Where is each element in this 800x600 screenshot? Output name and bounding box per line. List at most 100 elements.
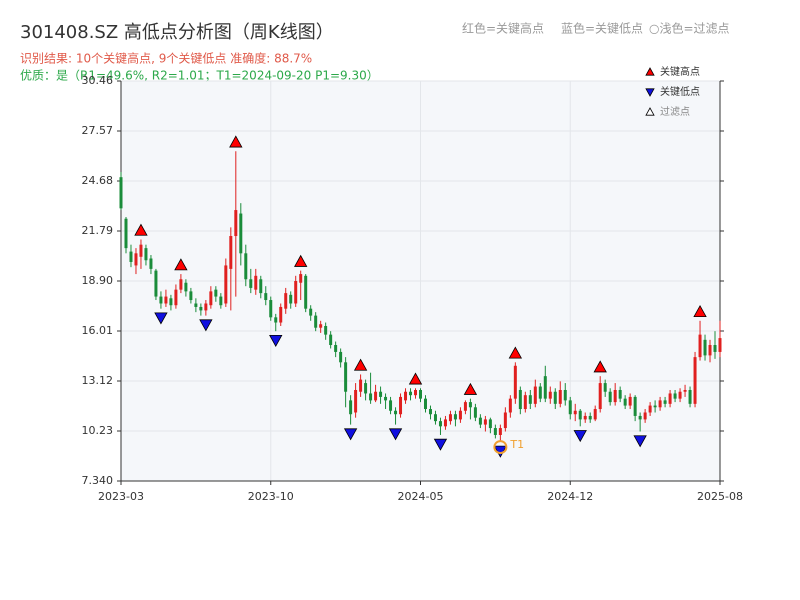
candle-body [239, 213, 243, 254]
candle-body [349, 400, 353, 415]
candle-body [369, 393, 373, 401]
candle-body [643, 412, 647, 420]
candle-body [254, 275, 258, 290]
candle-body [598, 383, 602, 410]
candle-body [488, 419, 492, 429]
candle-body [134, 253, 138, 266]
candle-body [149, 258, 153, 269]
candle-body [224, 265, 228, 304]
key-point [633, 435, 647, 448]
candle-body [683, 389, 687, 392]
candle-body [284, 293, 288, 309]
key-point [229, 135, 243, 148]
key-point [174, 258, 188, 271]
candle-body [543, 376, 547, 399]
candle-body [473, 407, 477, 418]
candle-body [199, 306, 203, 311]
x-tick-label: 2023-03 [98, 490, 144, 503]
key-point [294, 254, 308, 267]
candle-body [493, 428, 497, 435]
legend-note: 蓝色=关键低点 [561, 22, 643, 36]
candle-body [159, 296, 163, 304]
candle-body [698, 334, 702, 358]
y-tick-label: 24.68 [82, 174, 114, 187]
candle-body [214, 289, 218, 297]
candle-body [688, 389, 692, 404]
candle-body [219, 296, 223, 306]
candle-body [523, 395, 527, 410]
candle-body [419, 389, 422, 399]
candle-body [648, 405, 652, 413]
candle-body [718, 338, 722, 352]
candle-body [703, 339, 707, 356]
key-point [353, 358, 368, 371]
candle-body [359, 379, 363, 392]
x-tick-label: 2024-05 [398, 490, 444, 503]
legend-note: 红色=关键高点 [462, 21, 544, 36]
candle-body [583, 415, 587, 420]
chart-title: 301408.SZ 高低点分析图（周K线图） [20, 22, 334, 43]
candle-body [628, 396, 632, 406]
subtitle: 优质：是（R1=49.6%, R2=1.01；T1=2024-09-20 P1=… [20, 69, 379, 83]
candle-body [119, 177, 123, 209]
candle-body [463, 402, 467, 411]
key-point [433, 438, 448, 451]
candle-body [289, 294, 293, 304]
x-tick-label: 2025-08 [697, 490, 743, 503]
candle-body [613, 389, 617, 403]
x-tick-label: 2024-12 [547, 490, 593, 503]
candle-body [533, 386, 537, 404]
candle-body [309, 308, 313, 316]
candle-body [548, 391, 552, 399]
candle-body [334, 345, 338, 352]
candle-body [234, 210, 238, 237]
candle-body [269, 300, 273, 318]
candle-body [518, 389, 522, 410]
candle-body [249, 279, 253, 288]
candle-body [433, 414, 437, 422]
candle-body [678, 391, 682, 399]
candle-body [668, 393, 672, 404]
candle-body [428, 409, 432, 415]
candle-body [618, 389, 622, 399]
candle-body [364, 383, 368, 394]
y-tick-label: 18.90 [82, 274, 114, 287]
candle-body [553, 391, 557, 404]
candle-body [209, 291, 213, 306]
candle-body [453, 414, 457, 420]
candle-body [588, 415, 592, 420]
candle-body [528, 395, 532, 404]
key-point [134, 223, 148, 236]
legend-note: ○浅色=过滤点 [649, 22, 730, 36]
candle-body [374, 391, 378, 401]
candle-body [329, 334, 333, 346]
candle-body [663, 400, 667, 404]
candle-body [179, 279, 183, 290]
candle-body [259, 279, 263, 294]
x-tick-label: 2023-10 [248, 490, 294, 503]
candle-body [638, 415, 642, 420]
candle-body [448, 414, 452, 422]
candle-body [389, 400, 393, 411]
key-point [269, 334, 283, 347]
y-tick-label: 30.46 [82, 74, 114, 87]
candle-body [458, 410, 462, 420]
legend-label: 过滤点 [660, 105, 690, 118]
candle-body [468, 402, 472, 408]
candle-body [229, 236, 233, 269]
candle-body [423, 398, 427, 410]
key-point [693, 304, 707, 317]
candle-body [204, 303, 208, 311]
candle-body [508, 398, 512, 413]
y-tick-label: 16.01 [82, 324, 114, 337]
legend-symbol [645, 107, 655, 116]
candle-body [438, 421, 442, 427]
y-tick-label: 10.23 [82, 424, 114, 437]
candle-body [169, 298, 173, 306]
candle-body [658, 400, 662, 408]
candle-body [129, 251, 133, 262]
legend-symbol [645, 88, 655, 97]
candle-body [379, 391, 383, 397]
candle-body [244, 253, 248, 280]
